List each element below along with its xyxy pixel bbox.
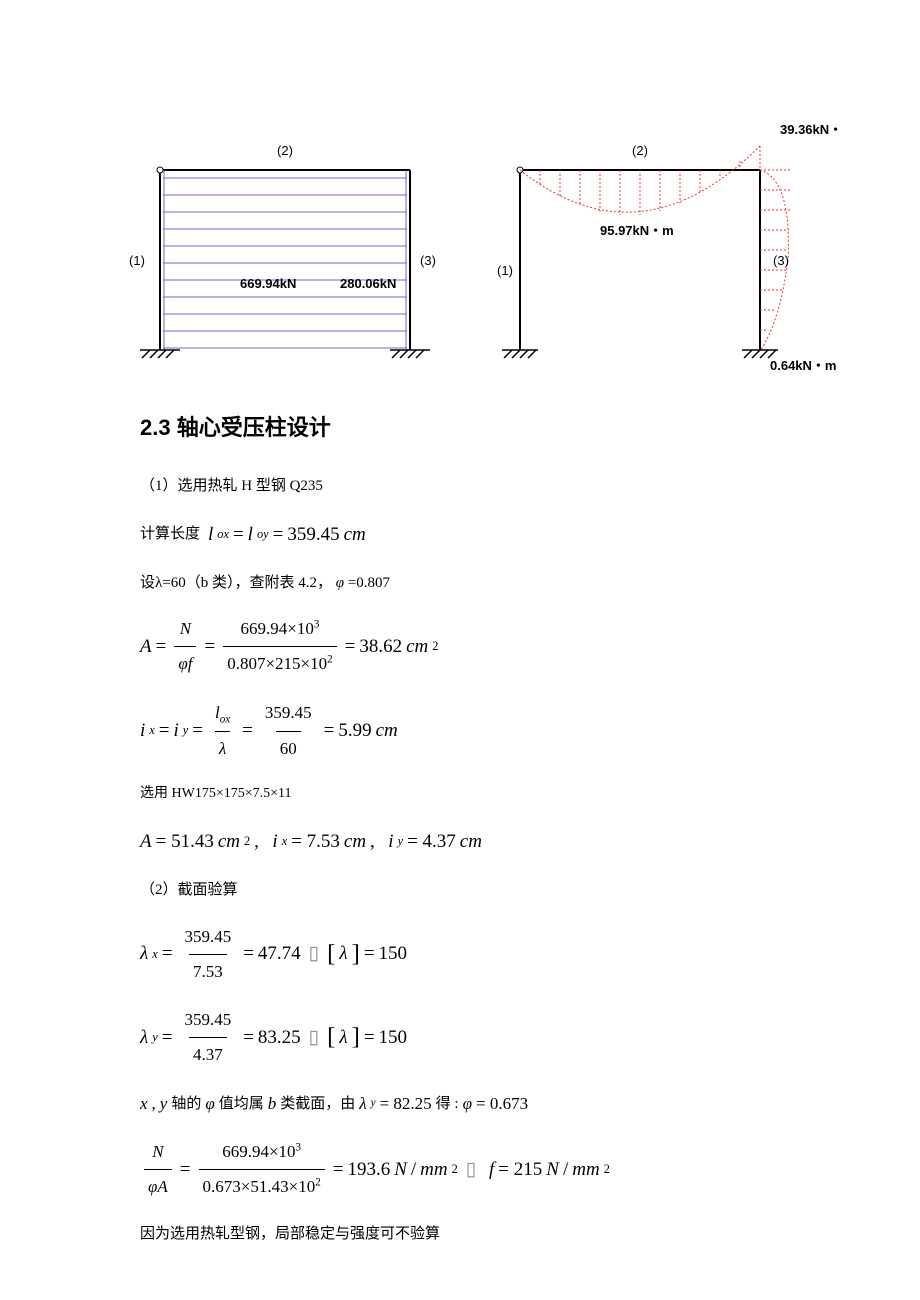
- support-right-r: [742, 350, 778, 358]
- support-left-r: [502, 350, 538, 358]
- moment-diagram: (2): [480, 120, 840, 385]
- moment-bottom-label: 0.64kN・m: [770, 358, 836, 373]
- label-left-col: (1): [129, 253, 145, 268]
- beam-fill-lines: [163, 178, 407, 348]
- lambda-assume: 设λ=60（b 类），查附表 4.2， φ =0.807: [140, 569, 830, 598]
- support-left: [140, 350, 180, 358]
- page: (2): [0, 0, 920, 1300]
- conclusion: 因为选用热轧型钢，局部稳定与强度可不验算: [140, 1220, 830, 1249]
- calc-length-formula: 计算长度 lox = loy = 359.45 cm: [140, 517, 830, 553]
- support-right: [390, 350, 430, 358]
- moment-mid-label: 95.97kN・m: [600, 223, 674, 238]
- pin-icon: [157, 167, 163, 173]
- axial-left-label: 669.94kN: [240, 276, 296, 291]
- paragraph-2: （2）截面验算: [140, 876, 830, 905]
- label-right-col: (3): [420, 253, 436, 268]
- section-props: A = 51.43cm2, ix = 7.53cm, iy = 4.37cm: [140, 824, 830, 860]
- area-formula: A = N φf = 669.94×103 0.807×215×102 = 38…: [140, 613, 830, 681]
- phi-lookup: x, y 轴的 φ 值均属 b 类截面，由 λy = 82.25 得 : φ =…: [140, 1088, 830, 1120]
- axial-diagram: (2): [110, 120, 450, 385]
- axial-right-label: 280.06kN: [340, 276, 396, 291]
- lambda-x-formula: λx = 359.45 7.53 = 47.74 ▯ [λ] = 150: [140, 921, 830, 989]
- label-top-beam: (2): [277, 143, 293, 158]
- section-title: 2.3 轴心受压柱设计: [140, 410, 830, 442]
- final-check-formula: N φA = 669.94×103 0.673×51.43×102 = 193.…: [140, 1136, 830, 1204]
- frame-outline: [160, 170, 410, 350]
- label-right-col-r: (3): [773, 253, 789, 268]
- section-choice: 选用 HW175×175×7.5×11: [140, 781, 830, 808]
- i-formula: ix = iy = lox λ = 359.45 60 = 5.99 cm: [140, 697, 830, 766]
- paragraph-1: （1）选用热轧 H 型钢 Q235: [140, 472, 830, 501]
- label-left-col-r: (1): [497, 263, 513, 278]
- label-top-beam-r: (2): [632, 143, 648, 158]
- frame-outline-r: [520, 170, 760, 350]
- moment-top-label: 39.36kN・m: [780, 122, 840, 137]
- lambda-y-formula: λy = 359.45 4.37 = 83.25 ▯ [λ] = 150: [140, 1004, 830, 1072]
- diagrams-row: (2): [110, 120, 830, 385]
- content-body: （1）选用热轧 H 型钢 Q235 计算长度 lox = loy = 359.4…: [140, 472, 830, 1248]
